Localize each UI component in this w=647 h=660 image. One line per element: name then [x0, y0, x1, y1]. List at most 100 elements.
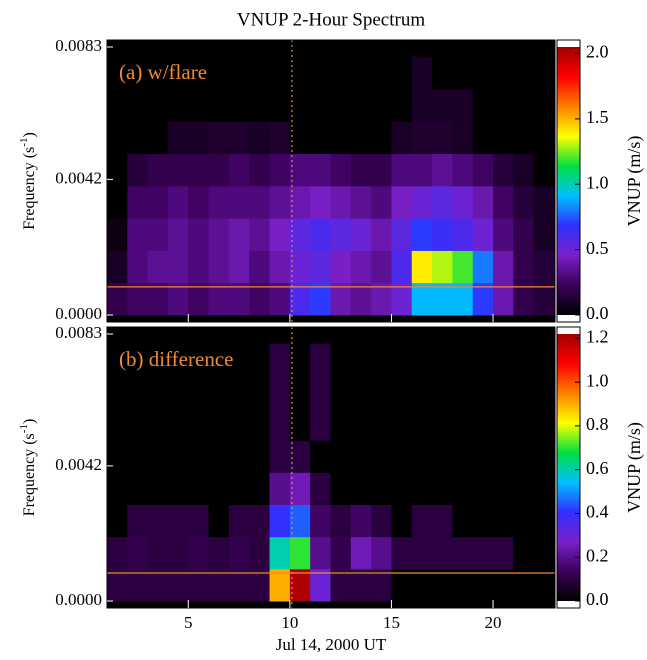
heat-cell: [432, 440, 453, 473]
heat-cell: [330, 407, 352, 441]
heat-cell: [269, 407, 291, 441]
heat-cell: [411, 282, 433, 316]
heat-cell: [188, 440, 210, 473]
heat-cell: [350, 568, 372, 602]
heat-cell: [513, 56, 535, 90]
y-label-part: ): [21, 419, 38, 424]
heat-cell: [269, 343, 291, 377]
heat-cell: [208, 472, 230, 505]
heat-cell: [391, 375, 413, 409]
y-label-part: -1: [18, 424, 30, 433]
heat-cell: [432, 56, 453, 90]
heat-cell: [452, 56, 474, 90]
heat-cell: [127, 440, 149, 473]
colorbar-label: VNUP (m/s): [624, 136, 645, 227]
heat-cell: [127, 282, 149, 316]
heat-cell: [289, 185, 311, 219]
colorbar-frame: [556, 39, 581, 323]
colorbar-tick-label: 0.8: [586, 414, 609, 434]
heat-cell: [513, 282, 535, 316]
heat-cell: [350, 472, 372, 505]
y-tick-label: 0.0042: [55, 168, 102, 187]
heat-cell: [513, 153, 535, 187]
heat-cell: [167, 153, 189, 187]
heat-cell: [350, 121, 372, 155]
heat-cell: [330, 56, 352, 90]
heat-cell: [167, 440, 189, 473]
heat-cell: [472, 568, 494, 602]
heat-cell: [493, 185, 514, 219]
heat-cell: [208, 343, 230, 377]
heat-cell: [310, 121, 331, 155]
heat-cell: [432, 185, 453, 219]
heat-cell: [432, 343, 453, 377]
heat-cell: [310, 343, 331, 377]
heat-cell: [127, 407, 149, 441]
heat-cell: [147, 440, 169, 473]
heat-cell: [350, 343, 372, 377]
heat-cell: [167, 504, 189, 538]
heat-cell: [432, 407, 453, 441]
heat-cell: [167, 218, 189, 251]
heat-cell: [472, 218, 494, 251]
heat-cell: [310, 407, 331, 441]
colorbar-tick-label: 0.0: [586, 589, 609, 609]
heat-cell: [107, 185, 128, 219]
y-tick-label: 0.0000: [55, 304, 102, 323]
heat-cell: [188, 185, 210, 219]
heat-cell: [472, 504, 494, 538]
heat-cell: [411, 185, 433, 219]
heat-cell: [452, 472, 474, 505]
heat-cell: [411, 153, 433, 187]
heat-cell: [513, 121, 535, 155]
heat-cell: [371, 282, 392, 316]
heat-cell: [452, 185, 474, 219]
heat-cell: [350, 185, 372, 219]
heat-cell: [330, 375, 352, 409]
heat-cell: [107, 153, 128, 187]
heat-cell: [188, 56, 210, 90]
heat-cell: [391, 153, 413, 187]
heat-cell: [310, 504, 331, 538]
heat-cell: [289, 472, 311, 505]
heat-cell: [107, 218, 128, 251]
heat-cell: [269, 56, 291, 90]
heat-cell: [391, 121, 413, 155]
y-tick-label: 0.0083: [55, 36, 102, 55]
heat-cell: [432, 88, 453, 122]
plot-frame: [106, 326, 556, 609]
heat-cell: [289, 440, 311, 473]
heat-cell: [167, 185, 189, 219]
heat-cell: [167, 407, 189, 441]
heat-cell: [249, 185, 271, 219]
heat-cell: [127, 153, 149, 187]
heat-cell: [493, 472, 514, 505]
heat-cell: [269, 185, 291, 219]
heat-cell: [513, 536, 535, 570]
colorbar-tick-label: 1.5: [586, 107, 609, 127]
heat-cell: [147, 343, 169, 377]
heat-cell: [249, 536, 271, 570]
heat-cell: [310, 440, 331, 473]
heat-cell: [228, 282, 250, 316]
heat-cell: [432, 375, 453, 409]
heat-cell: [167, 343, 189, 377]
heat-cell: [411, 407, 433, 441]
heat-cell: [493, 375, 514, 409]
heat-cell: [167, 121, 189, 155]
heat-cell: [228, 185, 250, 219]
heat-cell: [391, 407, 413, 441]
heat-cell: [310, 56, 331, 90]
heat-cell: [391, 282, 413, 316]
y-axis-label: Frequency (s-1): [18, 132, 38, 230]
heat-cell: [472, 343, 494, 377]
heat-cell: [127, 218, 149, 251]
heat-cell: [472, 88, 494, 122]
heat-cell: [533, 440, 555, 473]
heat-cell: [371, 568, 392, 602]
heat-cell: [249, 153, 271, 187]
heat-cell: [269, 88, 291, 122]
heat-cell: [310, 282, 331, 316]
heat-cell: [533, 568, 555, 602]
heat-cell: [167, 56, 189, 90]
